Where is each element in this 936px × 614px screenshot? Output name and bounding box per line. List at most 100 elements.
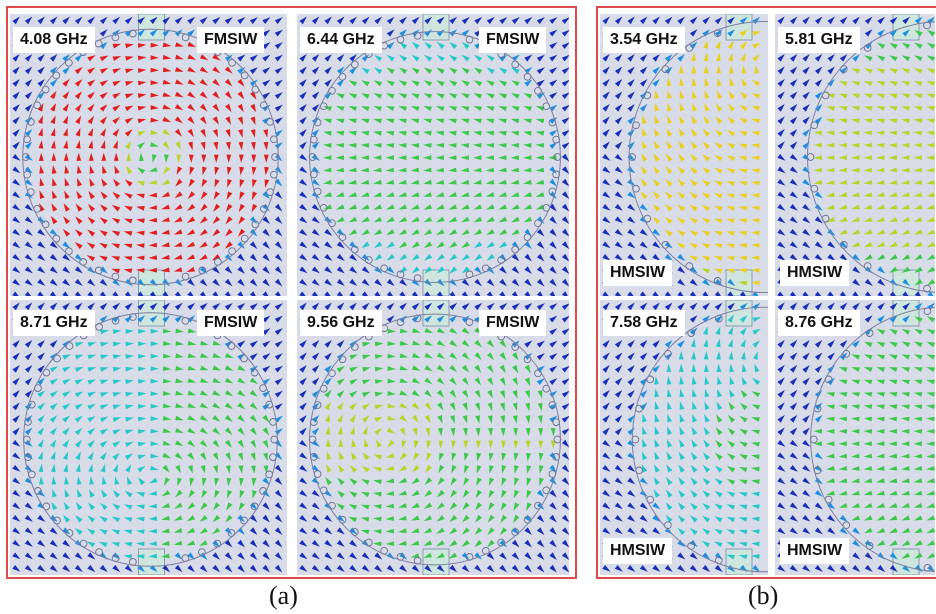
field-arrow: [274, 79, 283, 87]
field-arrow: [652, 302, 660, 311]
panel-b4: 8.76 GHz HMSIW: [775, 300, 935, 575]
field-arrow: [652, 365, 660, 373]
field-arrow: [740, 389, 748, 398]
field-arrow: [49, 402, 58, 411]
field-arrow: [460, 167, 470, 173]
field-arrow: [37, 489, 46, 497]
field-arrow: [486, 80, 495, 87]
field-arrow: [75, 140, 81, 149]
field-arrow: [499, 253, 507, 262]
field-arrow: [739, 16, 748, 25]
field-arrow: [652, 291, 659, 296]
field-arrow: [826, 130, 835, 136]
field-arrow: [188, 178, 195, 188]
field-arrow: [349, 378, 358, 385]
field-arrow: [387, 378, 396, 384]
field-arrow: [498, 204, 507, 210]
field-arrow: [460, 204, 470, 210]
field-arrow: [888, 93, 898, 99]
field-arrow: [926, 341, 935, 348]
field-arrow: [264, 166, 269, 176]
field-arrow: [627, 54, 635, 62]
field-arrow: [113, 152, 119, 161]
field-arrow: [499, 539, 507, 548]
field-arrow: [701, 217, 711, 224]
field-arrow: [212, 54, 221, 61]
field-arrow: [549, 241, 557, 249]
field-arrow: [125, 56, 134, 61]
field-arrow: [826, 441, 835, 447]
field-arrow: [789, 402, 798, 411]
field-arrow: [175, 42, 184, 47]
field-arrow: [124, 291, 131, 296]
field-arrow: [863, 404, 873, 410]
field-arrow: [914, 328, 923, 335]
field-arrow: [926, 416, 935, 422]
field-arrow: [449, 278, 458, 287]
field-arrow: [449, 364, 457, 373]
field-arrow: [751, 429, 760, 435]
field-arrow: [561, 353, 569, 360]
field-arrow: [398, 106, 407, 112]
field-arrow: [187, 302, 196, 311]
field-arrow: [323, 204, 332, 210]
field-arrow: [827, 79, 835, 87]
field-arrow: [49, 16, 58, 25]
field-arrow: [360, 106, 370, 112]
field-arrow: [274, 166, 283, 174]
field-arrow: [901, 429, 910, 434]
field-arrow: [136, 516, 145, 522]
field-arrow: [274, 428, 283, 435]
field-arrow: [827, 16, 835, 25]
field-arrow: [888, 118, 898, 124]
via-hole: [809, 435, 818, 444]
field-arrow: [51, 190, 58, 199]
field-arrow: [726, 504, 736, 510]
field-arrow: [752, 16, 761, 25]
field-arrow: [176, 154, 182, 163]
guide-type-label: FMSIW: [479, 27, 547, 53]
field-arrow: [274, 477, 283, 485]
field-arrow: [851, 478, 860, 483]
field-arrow: [436, 527, 445, 534]
field-arrow: [398, 503, 407, 508]
field-arrow: [475, 489, 482, 499]
field-arrow: [665, 166, 673, 175]
field-arrow: [739, 29, 748, 37]
field-arrow: [739, 428, 748, 435]
field-arrow: [652, 253, 661, 261]
guide-type-label: HMSIW: [603, 260, 673, 286]
field-arrow: [349, 414, 356, 423]
field-arrow: [864, 278, 873, 286]
field-arrow: [411, 390, 421, 397]
field-arrow: [188, 141, 193, 151]
field-arrow: [561, 527, 569, 535]
field-arrow: [475, 415, 480, 424]
field-arrow: [677, 291, 684, 296]
field-arrow: [137, 16, 146, 25]
field-arrow: [212, 402, 221, 409]
field-arrow: [335, 130, 345, 136]
field-arrow: [677, 527, 686, 536]
field-arrow: [38, 140, 44, 149]
field-arrow: [914, 341, 923, 348]
field-arrow: [450, 477, 457, 486]
field-arrow: [99, 204, 108, 212]
field-arrow: [602, 565, 611, 572]
field-arrow: [51, 501, 58, 511]
field-arrow: [274, 278, 283, 287]
field-arrow: [226, 477, 232, 487]
field-arrow: [498, 167, 507, 173]
field-arrow: [187, 29, 196, 37]
field-arrow: [150, 465, 159, 471]
field-arrow: [652, 352, 660, 361]
field-arrow: [751, 417, 760, 422]
field-arrow: [838, 466, 848, 471]
field-arrow: [536, 340, 545, 348]
field-arrow: [498, 93, 508, 99]
field-arrow: [536, 378, 545, 386]
field-arrow: [449, 315, 458, 323]
field-arrow: [814, 490, 823, 497]
field-arrow: [851, 217, 860, 222]
field-arrow: [325, 426, 331, 435]
